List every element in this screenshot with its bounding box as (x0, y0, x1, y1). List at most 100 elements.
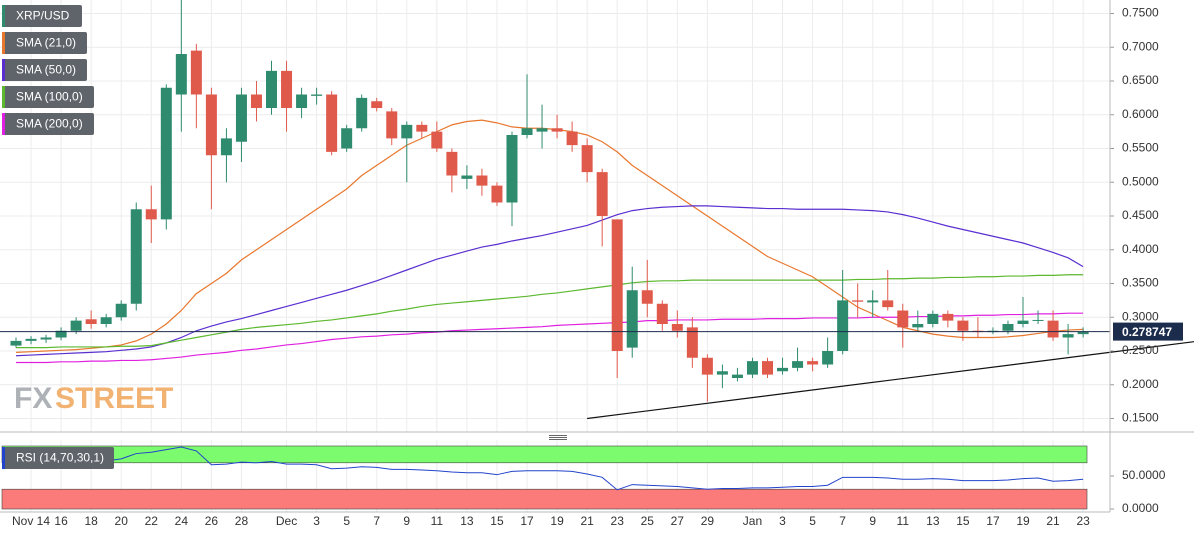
candle-body (115, 303, 127, 318)
x-tick-label: 17 (520, 514, 534, 528)
candle-body (476, 175, 488, 186)
candle-body (807, 361, 819, 365)
candle-body (461, 175, 473, 179)
candle-body (746, 361, 758, 375)
x-tick-label: 21 (1046, 514, 1060, 528)
candle-body (506, 135, 518, 203)
watermark: FX (14, 382, 52, 415)
candle-body (10, 340, 22, 346)
candle-body (1002, 324, 1014, 331)
candle-body (431, 131, 443, 149)
candle-body (401, 124, 413, 139)
candle-body (656, 303, 668, 324)
candle-body (416, 124, 428, 132)
candle-body (1032, 319, 1044, 321)
x-tick-label: 3 (779, 514, 786, 528)
candle-body (611, 219, 623, 351)
legend-label: XRP/USD (16, 9, 70, 23)
overbought-zone (1, 445, 1088, 464)
x-tick-label: 21 (580, 514, 594, 528)
legend-swatch (2, 113, 5, 135)
x-tick-label: 11 (897, 514, 910, 528)
x-tick-label: Nov 14 (12, 514, 50, 528)
rsi-label: RSI (14,70,30,1) (16, 451, 104, 465)
rsi-tick-label: 50.0000 (1122, 468, 1166, 482)
candle-body (130, 209, 142, 304)
y-tick-label: 0.3000 (1122, 309, 1159, 323)
candle-body (882, 300, 894, 308)
legend-label: SMA (100,0) (16, 90, 83, 104)
panel-grip (549, 435, 567, 440)
candle-body (491, 185, 503, 203)
rsi-label-box (2, 447, 114, 469)
candle-body (296, 94, 308, 108)
y-tick-label: 0.5000 (1122, 174, 1159, 188)
x-tick-label: 7 (373, 514, 380, 528)
candle-body (266, 70, 278, 108)
sma-line (15, 119, 1084, 353)
x-tick-label: 9 (403, 514, 410, 528)
candle-body (671, 324, 683, 331)
x-tick-label: 5 (809, 514, 816, 528)
y-tick-label: 0.6500 (1122, 73, 1159, 87)
candle-body (957, 320, 969, 331)
candle-body (852, 300, 864, 302)
legend-box (2, 5, 82, 27)
trendline (587, 341, 1194, 420)
rsi-panel: 0.0000 50.0000 RSI (14,70,30,1) (1, 445, 1166, 515)
y-tick-label: 0.5500 (1122, 141, 1159, 155)
legend-swatch (2, 86, 5, 108)
y-tick-label: 0.7500 (1122, 6, 1159, 20)
x-tick-label: 18 (84, 514, 98, 528)
candle-body (70, 320, 82, 331)
y-tick-label: 0.6000 (1122, 107, 1159, 121)
x-tick-label: 19 (1016, 514, 1030, 528)
candle-body (837, 300, 849, 351)
x-tick-label: 3 (313, 514, 320, 528)
legend-label: SMA (21,0) (16, 36, 76, 50)
last-price-label: 0.278747 (1122, 325, 1172, 339)
x-tick-label: 11 (431, 514, 444, 528)
candle-body (626, 290, 638, 348)
y-tick-label: 0.2500 (1122, 343, 1159, 357)
x-tick-label: 17 (986, 514, 1000, 528)
candle-body (1077, 331, 1089, 335)
legend-box (2, 86, 94, 108)
candle-body (867, 300, 879, 303)
x-tick-label: 13 (460, 514, 474, 528)
x-tick-label: 19 (550, 514, 564, 528)
sma-line (16, 274, 1084, 349)
candle-body (281, 70, 293, 108)
y-tick-label: 0.1500 (1122, 411, 1159, 425)
candle-body (686, 327, 698, 358)
candle-body (716, 371, 728, 375)
candle-body (85, 319, 97, 324)
candle-body (581, 145, 593, 173)
candle-body (566, 131, 578, 146)
y-tick-label: 0.4500 (1122, 208, 1159, 222)
x-tick-label: 23 (611, 514, 625, 528)
candle-body (596, 172, 608, 216)
y-tick-label: 0.7000 (1122, 39, 1159, 53)
x-tick-label: 24 (175, 514, 189, 528)
x-tick-label: 5 (343, 514, 350, 528)
rsi-label-swatch (2, 447, 5, 469)
x-tick-label: 9 (869, 514, 876, 528)
candle-body (341, 128, 353, 149)
legend: XRP/USD SMA (21,0) SMA (50,0) SMA (100,0) SM… (2, 5, 94, 135)
x-tick-label: 26 (205, 514, 219, 528)
candle-body (927, 313, 939, 324)
candle-body (762, 361, 773, 375)
x-tick-label: 20 (115, 514, 129, 528)
candle-body (311, 94, 323, 96)
candle-body (326, 94, 338, 152)
candle-body (1047, 320, 1059, 338)
candle-body (897, 310, 909, 328)
legend-box (2, 32, 87, 54)
x-tick-label: Dec (276, 514, 297, 528)
y-tick-label: 0.3500 (1122, 276, 1159, 290)
candle-body (190, 50, 202, 95)
candle-body (25, 338, 37, 341)
